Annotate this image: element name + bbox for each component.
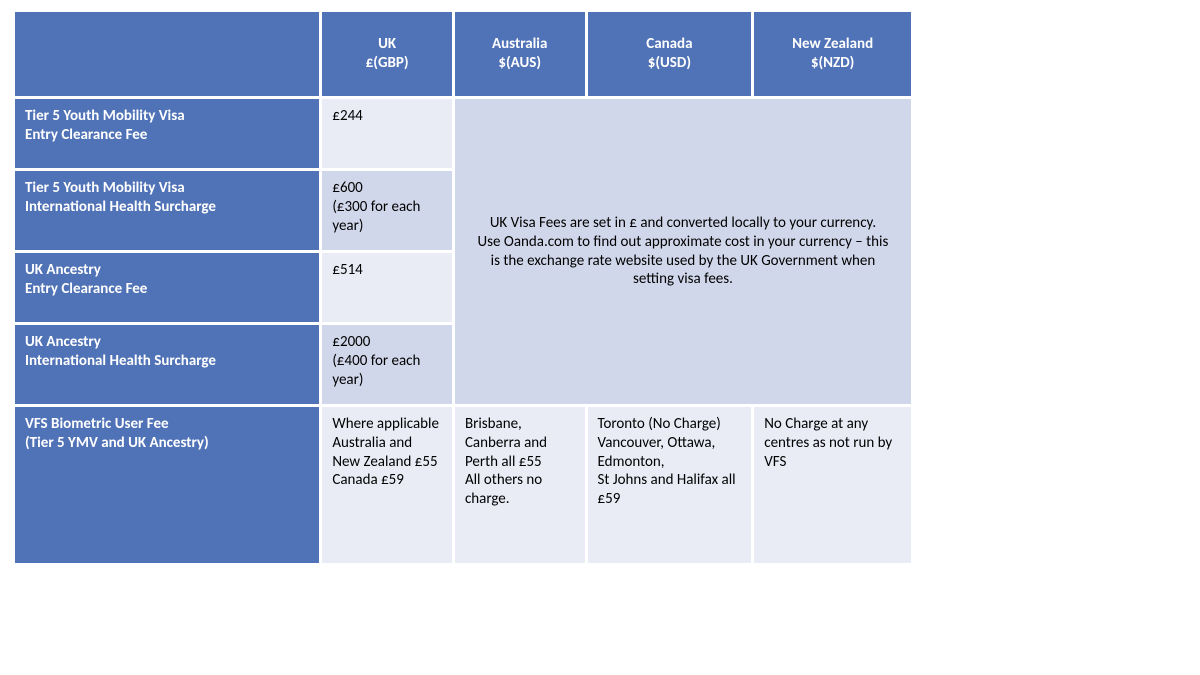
header-can: Canada $(USD) [588, 12, 755, 99]
row5-uk-l2: Australia and New Zealand £55 [332, 434, 437, 471]
row1-label-l1: Tier 5 Youth Mobility Visa [25, 107, 309, 126]
header-uk-l1: UK [378, 35, 396, 53]
row5-can-l2: Vancouver, Ottawa, Edmonton, [598, 434, 716, 471]
header-aus-l2: $(AUS) [498, 54, 541, 72]
header-uk-l2: £(GBP) [366, 54, 409, 72]
note-l2: Use Oanda.com to find out approximate co… [478, 233, 889, 289]
header-can-l1: Canada [646, 35, 692, 53]
row5-aus-l2: All others no charge. [465, 471, 542, 508]
row2-label-l2: International Health Surcharge [25, 198, 309, 217]
row4-uk: £2000 (£400 for each year) [322, 325, 455, 407]
row5-label-l2: (Tier 5 YMV and UK Ancestry) [25, 434, 309, 453]
row2-uk-l1: £600 [332, 179, 362, 197]
row5-can-l3: St Johns and Halifax all £59 [598, 471, 736, 508]
row4-uk-l2: (£400 for each year) [332, 352, 420, 389]
row4-uk-l1: £2000 [332, 333, 370, 351]
header-nz-l1: New Zealand [792, 35, 873, 53]
row5-label: VFS Biometric User Fee (Tier 5 YMV and U… [15, 407, 322, 563]
header-row: UK £(GBP) Australia $(AUS) Canada $(USD)… [15, 12, 911, 99]
row4-label: UK Ancestry International Health Surchar… [15, 325, 322, 407]
note-l1: UK Visa Fees are set in £ and converted … [490, 214, 876, 232]
row5-aus-l1: Brisbane, Canberra and Perth all £55 [465, 415, 547, 471]
header-nz-l2: $(NZD) [811, 54, 854, 72]
header-aus-l1: Australia [492, 35, 547, 53]
row2-uk-l2: (£300 for each year) [332, 198, 420, 235]
row3-uk: £514 [322, 253, 455, 325]
row1-label-l2: Entry Clearance Fee [25, 126, 309, 145]
table-row: VFS Biometric User Fee (Tier 5 YMV and U… [15, 407, 911, 563]
row5-uk: Where applicable Australia and New Zeala… [322, 407, 455, 563]
row5-can-l1: Toronto (No Charge) [598, 415, 721, 433]
header-can-l2: $(USD) [648, 54, 691, 72]
row2-label-l1: Tier 5 Youth Mobility Visa [25, 179, 309, 198]
row5-uk-l3: Canada £59 [332, 471, 404, 489]
row3-label-l2: Entry Clearance Fee [25, 280, 309, 299]
row4-label-l1: UK Ancestry [25, 333, 309, 352]
row2-uk: £600 (£300 for each year) [322, 171, 455, 253]
row5-can: Toronto (No Charge) Vancouver, Ottawa, E… [588, 407, 755, 563]
header-uk: UK £(GBP) [322, 12, 455, 99]
row3-label: UK Ancestry Entry Clearance Fee [15, 253, 322, 325]
row3-label-l1: UK Ancestry [25, 261, 309, 280]
row1-uk: £244 [322, 99, 455, 171]
row5-aus: Brisbane, Canberra and Perth all £55 All… [455, 407, 588, 563]
header-blank [15, 12, 322, 99]
visa-fees-table: UK £(GBP) Australia $(AUS) Canada $(USD)… [15, 12, 911, 563]
row5-nz: No Charge at any centres as not run by V… [754, 407, 911, 563]
row2-label: Tier 5 Youth Mobility Visa International… [15, 171, 322, 253]
row4-label-l2: International Health Surcharge [25, 352, 309, 371]
row5-label-l1: VFS Biometric User Fee [25, 415, 309, 434]
header-nz: New Zealand $(NZD) [754, 12, 911, 99]
row1-label: Tier 5 Youth Mobility Visa Entry Clearan… [15, 99, 322, 171]
table-row: Tier 5 Youth Mobility Visa Entry Clearan… [15, 99, 911, 171]
header-aus: Australia $(AUS) [455, 12, 588, 99]
conversion-note: UK Visa Fees are set in £ and converted … [455, 99, 911, 407]
row5-uk-l1: Where applicable [332, 415, 439, 433]
